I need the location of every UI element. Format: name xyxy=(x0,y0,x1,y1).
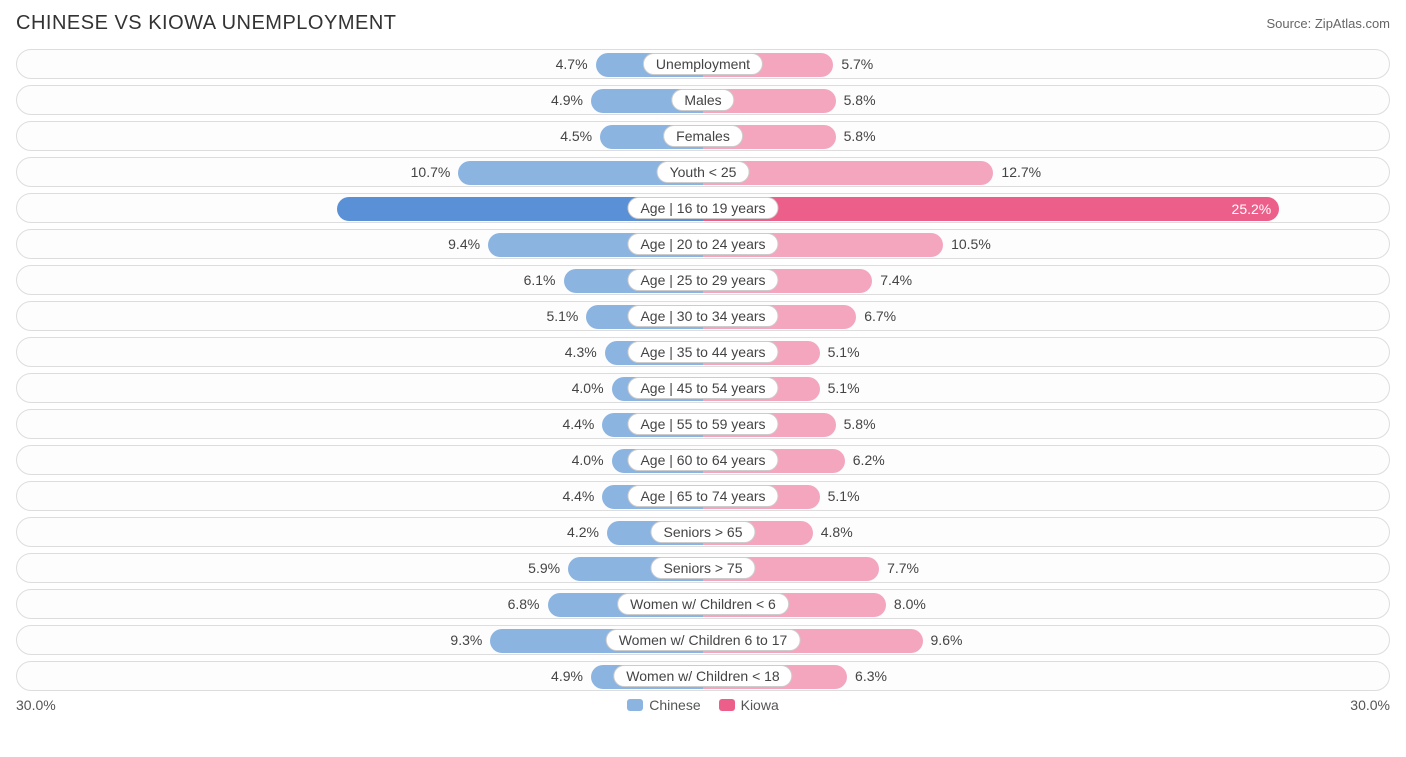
value-right: 5.1% xyxy=(828,488,860,504)
category-label: Age | 35 to 44 years xyxy=(627,341,778,363)
value-left: 4.0% xyxy=(572,380,604,396)
category-label: Age | 20 to 24 years xyxy=(627,233,778,255)
category-label: Age | 45 to 54 years xyxy=(627,377,778,399)
chart-row: 4.5% 5.8% Females xyxy=(16,121,1390,151)
category-label: Age | 60 to 64 years xyxy=(627,449,778,471)
value-left: 4.4% xyxy=(562,416,594,432)
chart-row: 6.1% 7.4% Age | 25 to 29 years xyxy=(16,265,1390,295)
value-right: 5.8% xyxy=(844,416,876,432)
value-right: 6.3% xyxy=(855,668,887,684)
value-left: 5.1% xyxy=(546,308,578,324)
chart-row: 5.9% 7.7% Seniors > 75 xyxy=(16,553,1390,583)
value-right: 7.7% xyxy=(887,560,919,576)
category-label: Women w/ Children < 6 xyxy=(617,593,789,615)
chart-row: 4.0% 5.1% Age | 45 to 54 years xyxy=(16,373,1390,403)
chart-row: 9.3% 9.6% Women w/ Children 6 to 17 xyxy=(16,625,1390,655)
category-label: Females xyxy=(663,125,743,147)
source-label: Source: ZipAtlas.com xyxy=(1266,16,1390,31)
legend-swatch-right xyxy=(719,699,735,711)
value-right: 4.8% xyxy=(821,524,853,540)
category-label: Age | 30 to 34 years xyxy=(627,305,778,327)
value-right: 5.1% xyxy=(828,380,860,396)
legend-label-left: Chinese xyxy=(649,697,700,713)
axis-max-left: 30.0% xyxy=(16,697,56,713)
value-left: 4.0% xyxy=(572,452,604,468)
legend-swatch-left xyxy=(627,699,643,711)
value-right: 10.5% xyxy=(951,236,991,252)
category-label: Seniors > 65 xyxy=(651,521,756,543)
category-label: Age | 25 to 29 years xyxy=(627,269,778,291)
value-right: 25.2% xyxy=(1232,201,1272,217)
chart-row: 4.9% 5.8% Males xyxy=(16,85,1390,115)
value-right: 6.2% xyxy=(853,452,885,468)
value-right: 9.6% xyxy=(931,632,963,648)
legend: Chinese Kiowa xyxy=(627,697,779,713)
legend-label-right: Kiowa xyxy=(741,697,779,713)
category-label: Males xyxy=(671,89,734,111)
chart-row: 16.0%25.2%Age | 16 to 19 years xyxy=(16,193,1390,223)
value-left: 4.2% xyxy=(567,524,599,540)
bar-right: 25.2% xyxy=(703,197,1279,221)
value-left: 6.1% xyxy=(524,272,556,288)
chart-row: 5.1% 6.7% Age | 30 to 34 years xyxy=(16,301,1390,331)
chart-row: 4.4% 5.1% Age | 65 to 74 years xyxy=(16,481,1390,511)
axis-max-right: 30.0% xyxy=(1350,697,1390,713)
category-label: Age | 65 to 74 years xyxy=(627,485,778,507)
value-right: 8.0% xyxy=(894,596,926,612)
chart-row: 6.8% 8.0% Women w/ Children < 6 xyxy=(16,589,1390,619)
chart-row: 4.3% 5.1% Age | 35 to 44 years xyxy=(16,337,1390,367)
legend-item-right: Kiowa xyxy=(719,697,779,713)
category-label: Age | 55 to 59 years xyxy=(627,413,778,435)
value-left: 4.3% xyxy=(565,344,597,360)
value-right: 5.8% xyxy=(844,92,876,108)
value-right: 6.7% xyxy=(864,308,896,324)
chart-row: 10.7% 12.7% Youth < 25 xyxy=(16,157,1390,187)
value-left: 4.5% xyxy=(560,128,592,144)
value-right: 5.7% xyxy=(841,56,873,72)
value-right: 5.8% xyxy=(844,128,876,144)
category-label: Unemployment xyxy=(643,53,763,75)
value-left: 4.4% xyxy=(562,488,594,504)
value-right: 7.4% xyxy=(880,272,912,288)
chart-row: 4.4% 5.8% Age | 55 to 59 years xyxy=(16,409,1390,439)
value-right: 12.7% xyxy=(1001,164,1041,180)
chart-area: 4.7% 5.7% Unemployment 4.9% 5.8% Males 4.5% 5.8… xyxy=(16,49,1390,691)
chart-row: 4.7% 5.7% Unemployment xyxy=(16,49,1390,79)
category-label: Seniors > 75 xyxy=(651,557,756,579)
chart-title: CHINESE VS KIOWA UNEMPLOYMENT xyxy=(16,12,397,35)
chart-row: 9.4% 10.5% Age | 20 to 24 years xyxy=(16,229,1390,259)
value-left: 4.9% xyxy=(551,92,583,108)
chart-row: 4.2% 4.8% Seniors > 65 xyxy=(16,517,1390,547)
category-label: Youth < 25 xyxy=(657,161,750,183)
chart-row: 4.0% 6.2% Age | 60 to 64 years xyxy=(16,445,1390,475)
category-label: Age | 16 to 19 years xyxy=(627,197,778,219)
category-label: Women w/ Children < 18 xyxy=(613,665,792,687)
chart-row: 4.9% 6.3% Women w/ Children < 18 xyxy=(16,661,1390,691)
value-left: 4.7% xyxy=(556,56,588,72)
value-left: 6.8% xyxy=(508,596,540,612)
value-left: 9.4% xyxy=(448,236,480,252)
value-left: 9.3% xyxy=(450,632,482,648)
value-left: 5.9% xyxy=(528,560,560,576)
value-right: 5.1% xyxy=(828,344,860,360)
value-left: 10.7% xyxy=(411,164,451,180)
category-label: Women w/ Children 6 to 17 xyxy=(606,629,801,651)
legend-item-left: Chinese xyxy=(627,697,700,713)
value-left: 4.9% xyxy=(551,668,583,684)
